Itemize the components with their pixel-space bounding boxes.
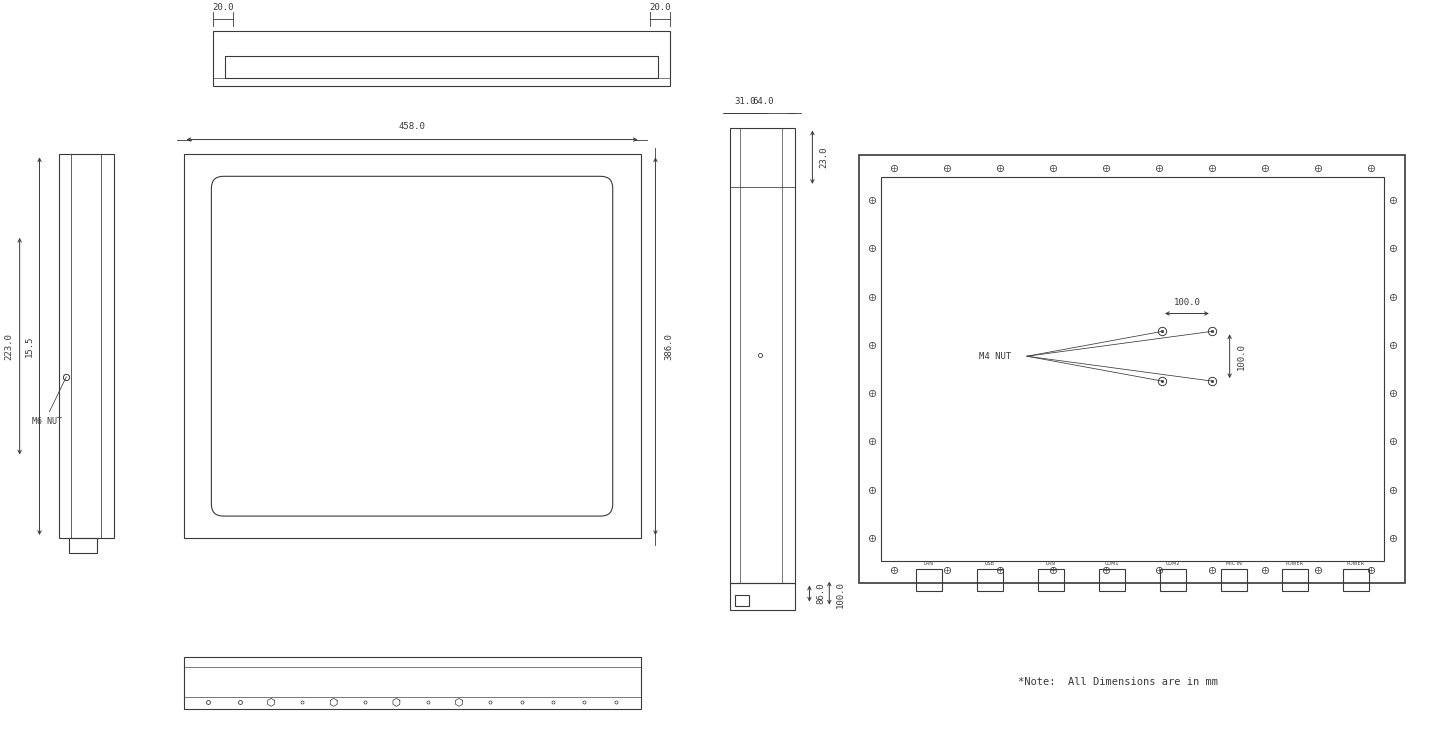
Text: 458.0: 458.0	[399, 122, 425, 131]
Text: COM1: COM1	[1104, 561, 1118, 566]
Bar	[1221, 569, 1247, 590]
Bar	[977, 569, 1003, 590]
Bar	[1342, 569, 1368, 590]
Bar	[916, 569, 942, 590]
Text: 386.0: 386.0	[665, 333, 673, 359]
Bar	[69, 538, 97, 553]
Text: POWER: POWER	[1286, 561, 1303, 566]
Bar	[214, 31, 670, 86]
Text: *Note:  All Dimensions are in mm: *Note: All Dimensions are in mm	[1019, 677, 1218, 687]
Bar	[184, 657, 640, 708]
Bar	[225, 56, 659, 78]
Text: 20.0: 20.0	[650, 4, 670, 13]
Text: 20.0: 20.0	[212, 4, 234, 13]
Bar	[59, 154, 114, 538]
Bar	[184, 154, 640, 538]
Bar	[881, 177, 1384, 561]
Text: MIC IN: MIC IN	[1225, 561, 1241, 566]
Text: M4 NUT: M4 NUT	[980, 352, 1011, 361]
Text: 86.0: 86.0	[816, 583, 825, 604]
Text: USB: USB	[984, 561, 994, 566]
Bar	[1098, 569, 1124, 590]
Bar	[1038, 569, 1064, 590]
Bar	[860, 156, 1406, 582]
Text: 64.0: 64.0	[751, 97, 773, 106]
Bar	[1282, 569, 1308, 590]
Text: 100.0: 100.0	[837, 581, 845, 608]
Bar	[736, 595, 749, 607]
Bar	[730, 582, 795, 610]
Text: 31.0: 31.0	[734, 97, 756, 106]
Bar	[1160, 569, 1186, 590]
Text: LAN: LAN	[1046, 561, 1056, 566]
Text: COM2: COM2	[1166, 561, 1181, 566]
Text: 223.0: 223.0	[4, 333, 13, 359]
Bar	[730, 128, 795, 582]
Text: 100.0: 100.0	[1237, 342, 1246, 370]
Text: 100.0: 100.0	[1173, 297, 1201, 306]
Text: 23.0: 23.0	[819, 146, 828, 168]
Text: POWER: POWER	[1347, 561, 1366, 566]
Text: M6 NUT: M6 NUT	[32, 417, 62, 426]
Text: LAN: LAN	[923, 561, 933, 566]
Text: 15.5: 15.5	[25, 336, 33, 357]
